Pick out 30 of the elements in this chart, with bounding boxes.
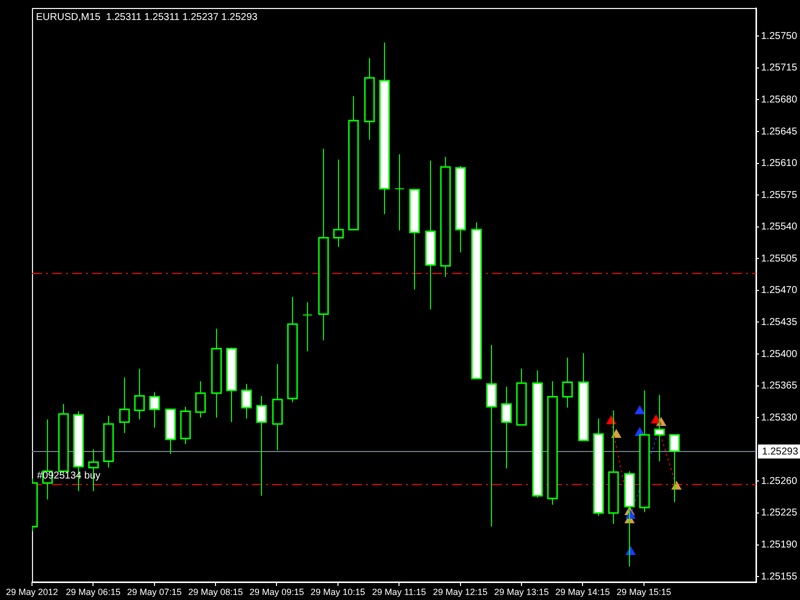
y-tick-label: 1.25330 xyxy=(761,412,798,424)
y-tick-label: 1.25750 xyxy=(761,30,798,42)
y-tick-label: 1.25540 xyxy=(761,222,798,233)
y-tick-label: 1.25575 xyxy=(761,190,798,201)
y-tick-label: 1.25365 xyxy=(761,380,798,392)
y-tick-label: 1.25225 xyxy=(761,508,798,519)
y-tick-label: 1.25680 xyxy=(761,94,798,106)
y-tick-label: 1.25645 xyxy=(761,126,798,138)
ref-line-label: 1.25293 xyxy=(762,446,799,458)
y-tick-label: 1.25470 xyxy=(761,285,798,296)
x-tick-label: 29 May 08:15 xyxy=(188,586,243,597)
y-tick-label: 1.25400 xyxy=(761,348,798,360)
y-tick-label: 1.25155 xyxy=(761,571,798,582)
y-tick-label: 1.25610 xyxy=(761,158,798,170)
y-tick-label: 1.25260 xyxy=(761,476,798,487)
y-tick-label: 1.25190 xyxy=(761,540,798,551)
x-tick-label: 29 May 15:15 xyxy=(616,586,672,597)
x-tick-label: 29 May 13:15 xyxy=(494,586,549,597)
x-tick-label: 29 May 14:15 xyxy=(555,586,610,597)
y-tick-label: 1.25505 xyxy=(761,253,798,264)
x-tick-label: 29 May 11:15 xyxy=(372,586,426,597)
x-tick-label: 29 May 2012 xyxy=(6,586,58,597)
chart-title: EURUSD,M15 1.25311 1.25311 1.25237 1.25293 xyxy=(36,12,258,23)
x-tick-label: 29 May 12:15 xyxy=(433,586,488,597)
y-tick-label: 1.25435 xyxy=(761,316,798,328)
x-tick-label: 29 May 10:15 xyxy=(310,586,366,597)
x-tick-label: 29 May 07:15 xyxy=(127,586,182,597)
y-tick-label: 1.25715 xyxy=(761,62,798,74)
x-tick-label: 29 May 06:15 xyxy=(66,586,120,597)
x-tick-label: 29 May 09:15 xyxy=(249,586,304,597)
